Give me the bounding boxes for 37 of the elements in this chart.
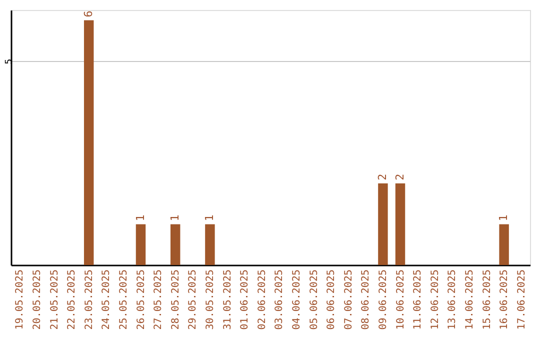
x-tick-label: 13.06.2025 — [447, 270, 458, 330]
x-tick-label: 15.06.2025 — [482, 270, 493, 330]
x-tick-label: 27.05.2025 — [153, 270, 164, 330]
x-tick-label: 10.06.2025 — [395, 270, 406, 330]
x-tick-label: 07.06.2025 — [343, 270, 354, 330]
x-tick-label: 29.05.2025 — [188, 270, 199, 330]
x-tick-label: 03.06.2025 — [274, 270, 286, 330]
data-label: 6 — [82, 10, 95, 18]
data-label: 2 — [376, 174, 389, 180]
x-tick-label: 19.05.2025 — [14, 270, 26, 330]
x-tick-label: 16.06.2025 — [499, 270, 510, 330]
x-tick-label: 08.06.2025 — [360, 270, 372, 330]
x-tick-label: 01.06.2025 — [240, 270, 251, 330]
x-tick-label: 09.06.2025 — [378, 270, 389, 330]
x-tick-label: 17.06.2025 — [516, 270, 528, 330]
data-label: 1 — [497, 214, 510, 222]
x-tick-label: 25.05.2025 — [118, 270, 130, 330]
x-tick-label: 22.05.2025 — [66, 270, 78, 330]
x-tick-label: 12.06.2025 — [430, 270, 441, 330]
data-label: 1 — [168, 214, 182, 222]
x-tick-label: 31.05.2025 — [222, 270, 234, 330]
x-tick-label: 26.05.2025 — [136, 270, 147, 330]
x-tick-label: 28.05.2025 — [170, 270, 182, 330]
data-label: 1 — [202, 214, 216, 222]
x-tick-label: 02.06.2025 — [256, 270, 268, 330]
data-label: 1 — [134, 214, 147, 222]
x-tick-label: 20.05.2025 — [32, 270, 43, 330]
data-label: 2 — [393, 174, 406, 180]
x-tick-label: 04.06.2025 — [291, 270, 302, 330]
x-tick-label: 06.06.2025 — [326, 270, 338, 330]
x-tick-label: 21.05.2025 — [49, 270, 60, 330]
x-tick-label: 14.06.2025 — [464, 270, 476, 330]
x-tick-label: 24.05.2025 — [101, 270, 112, 330]
x-tick-label: 30.05.2025 — [204, 270, 216, 330]
x-tick-label: 23.05.2025 — [84, 270, 95, 330]
x-tick-label: 05.06.2025 — [308, 270, 320, 330]
x-tick-label: 11.06.2025 — [412, 270, 424, 330]
